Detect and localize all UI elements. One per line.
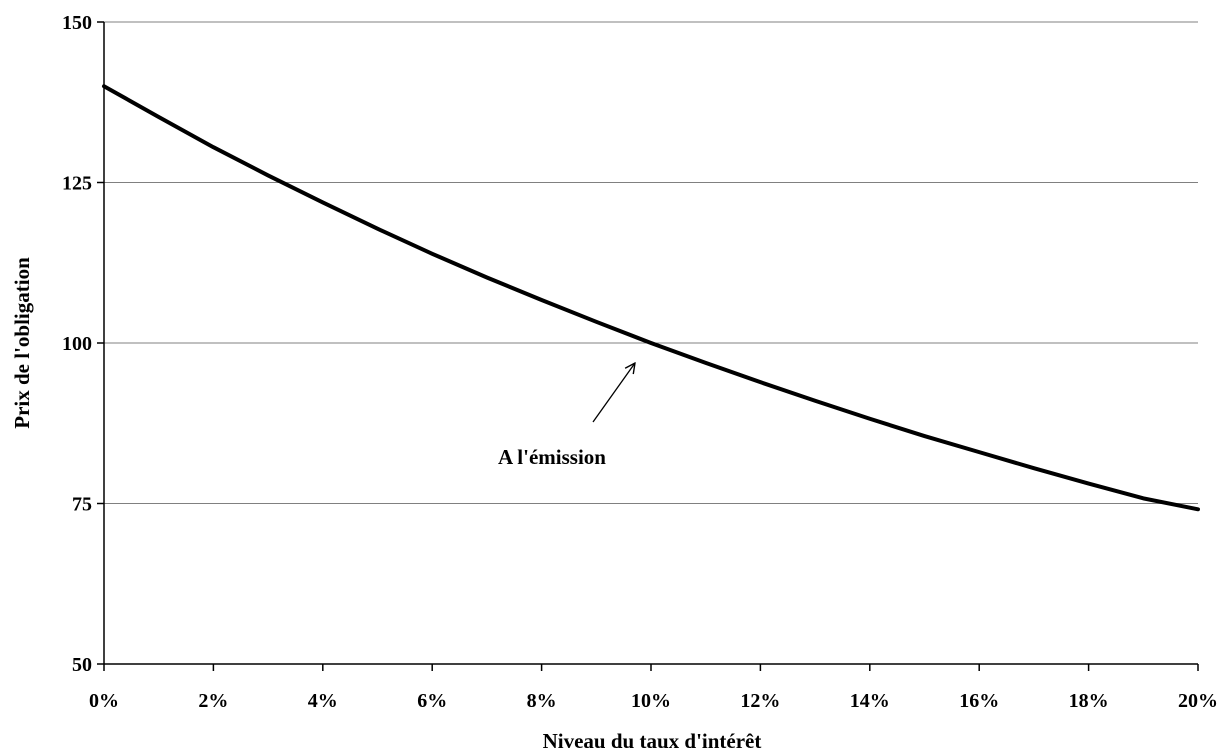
x-tick-label-4: 8% (527, 690, 557, 712)
y-tick-label-2: 100 (62, 333, 92, 355)
x-axis-title: Niveau du taux d'intérêt (543, 729, 762, 753)
y-tick-label-3: 125 (62, 173, 92, 195)
y-tick-label-4: 150 (62, 12, 92, 34)
x-tick-label-0: 0% (89, 690, 119, 712)
annotation-arrow (592, 363, 635, 423)
x-tick-label-6: 12% (740, 690, 780, 712)
y-tick-label-1: 75 (72, 494, 92, 516)
y-axis-ticks: 50 75 100 125 150 (62, 12, 104, 676)
series-line-bond-price (102, 84, 1200, 512)
x-tick-label-9: 18% (1069, 690, 1109, 712)
x-tick-label-8: 16% (959, 690, 999, 712)
x-tick-label-1: 2% (198, 690, 228, 712)
x-tick-label-10: 20% (1178, 690, 1218, 712)
annotation-label: A l'émission (498, 445, 606, 469)
x-tick-label-3: 6% (417, 690, 447, 712)
x-tick-label-5: 10% (631, 690, 671, 712)
gridlines (104, 21, 1198, 504)
x-tick-label-7: 14% (850, 690, 890, 712)
x-tick-label-2: 4% (308, 690, 338, 712)
y-axis-title: Prix de l'obligation (10, 257, 34, 429)
y-tick-label-0: 50 (72, 654, 92, 676)
x-axis-ticks: 0% 2% 4% 6% 8% 10% 12% 14% 16% 18% 20% (89, 664, 1218, 712)
